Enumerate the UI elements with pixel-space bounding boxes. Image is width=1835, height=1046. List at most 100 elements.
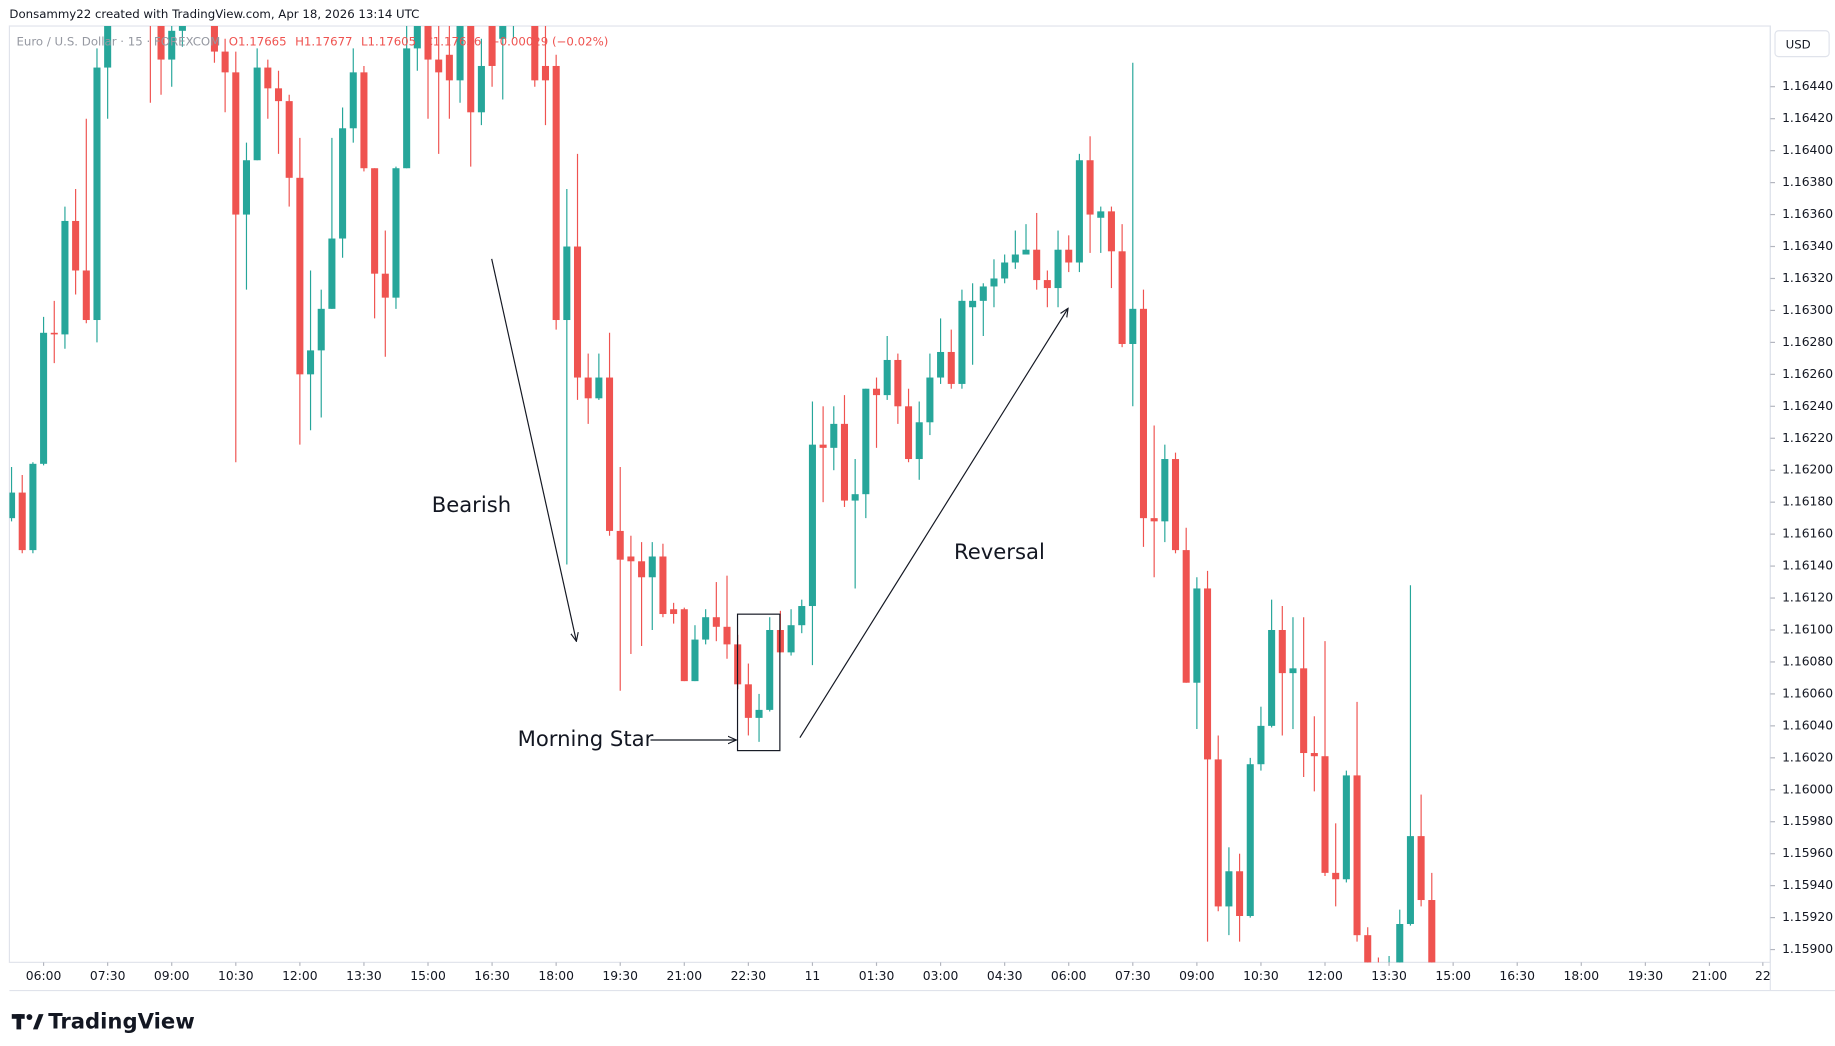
candle-body <box>1225 871 1233 907</box>
y-tick-label: 1.16340 <box>1782 239 1833 253</box>
y-tick-label: 1.15940 <box>1782 878 1833 892</box>
candle-body <box>1332 872 1340 880</box>
y-tick-label: 1.16100 <box>1782 622 1833 636</box>
annotation: Morning Star <box>518 726 654 751</box>
candle-body <box>157 26 165 60</box>
x-tick-label: 09:00 <box>1179 969 1215 983</box>
candle-body <box>937 351 945 378</box>
annotation: Bearish <box>432 492 512 517</box>
y-tick-label: 1.16060 <box>1782 686 1833 700</box>
plot-area <box>8 25 1771 963</box>
candle-body <box>445 54 453 81</box>
y-tick-label: 1.16300 <box>1782 303 1833 317</box>
candle-body <box>403 48 411 169</box>
x-tick-label: 22 <box>1755 969 1771 983</box>
candle-body <box>1161 459 1169 522</box>
candle-body <box>253 67 261 161</box>
candle-body <box>680 609 688 682</box>
candle-body <box>830 423 838 448</box>
candle-body <box>381 273 389 298</box>
y-tick-label: 1.16160 <box>1782 527 1833 541</box>
x-tick-label: 01:30 <box>859 969 895 983</box>
bearish-arrow <box>491 258 577 641</box>
candle-body <box>712 617 720 627</box>
y-tick-label: 1.16180 <box>1782 495 1833 509</box>
y-tick-label: 1.16440 <box>1782 79 1833 93</box>
candle-body <box>584 377 592 399</box>
candle-body <box>413 26 421 49</box>
candle-body <box>1150 518 1158 522</box>
candle-body <box>1022 249 1030 255</box>
candle-body <box>1086 160 1094 215</box>
candle-body <box>1097 211 1105 218</box>
candle-body <box>541 65 549 81</box>
ohlc-value: O1.17665 <box>229 34 287 48</box>
candle-body <box>1364 935 1372 963</box>
y-tick-label: 1.16240 <box>1782 399 1833 413</box>
y-tick-label: 1.16320 <box>1782 271 1833 285</box>
candle-body <box>744 684 752 718</box>
x-tick-label: 13:30 <box>346 969 382 983</box>
currency-box[interactable] <box>1774 30 1830 58</box>
candle-body <box>1075 160 1083 263</box>
candle-body <box>862 388 870 495</box>
y-tick-label: 1.15960 <box>1782 846 1833 860</box>
candle-body <box>627 556 635 562</box>
x-tick-label: 18:00 <box>538 969 574 983</box>
currency[interactable]: USD <box>1786 37 1811 51</box>
candle-body <box>274 88 283 102</box>
candle-body <box>264 67 272 89</box>
candle-body <box>670 609 678 615</box>
candle-body <box>1353 775 1361 936</box>
candle-body <box>29 463 37 551</box>
y-tick-label: 1.16140 <box>1782 559 1833 573</box>
x-tick-label: 21:00 <box>667 969 703 983</box>
x-tick-label: 09:00 <box>154 969 190 983</box>
x-tick-label: 07:30 <box>1115 969 1151 983</box>
y-tick-label: 1.16260 <box>1782 367 1833 381</box>
candle-body <box>477 65 485 113</box>
candle-body <box>552 65 560 321</box>
x-tick-label: 06:00 <box>1051 969 1087 983</box>
candle-body <box>1406 836 1414 924</box>
candle-body <box>851 494 859 501</box>
candle-body <box>648 556 656 578</box>
x-tick-label: 10:30 <box>1243 969 1279 983</box>
x-tick-label: 16:30 <box>1499 969 1535 983</box>
candle-body <box>915 422 923 460</box>
candle-body <box>1375 982 1382 998</box>
ohlc-value: H1.17677 <box>295 34 352 48</box>
candle-body <box>1107 211 1115 252</box>
candle-body <box>723 626 731 645</box>
candle-body <box>1278 629 1286 674</box>
candle-body <box>883 359 891 396</box>
candle-body <box>104 26 112 68</box>
candle-body <box>702 617 710 640</box>
y-tick-label: 1.16020 <box>1782 750 1833 764</box>
candle-body <box>1321 756 1329 873</box>
candle-body <box>232 72 240 215</box>
candles <box>9 26 1436 998</box>
candle-body <box>808 444 816 607</box>
x-tick-label: 16:30 <box>474 969 510 983</box>
x-tick-label: 19:30 <box>602 969 638 983</box>
x-tick-label: 03:00 <box>923 969 959 983</box>
x-tick-label: 15:00 <box>410 969 446 983</box>
candle-body <box>488 26 496 66</box>
x-tick-label: 07:30 <box>90 969 126 983</box>
candle-body <box>1342 775 1350 880</box>
candle-body <box>616 530 624 560</box>
candle-body <box>1428 900 1436 963</box>
x-tick-label: 22:30 <box>731 969 767 983</box>
candle-body <box>1289 668 1297 674</box>
candle-body <box>691 639 699 682</box>
candle-body <box>93 67 101 321</box>
x-tick-label: 21:00 <box>1692 969 1728 983</box>
candle-body <box>894 359 902 407</box>
candle-body <box>360 72 368 169</box>
candle-body <box>1065 249 1073 263</box>
y-tick-label: 1.16280 <box>1782 335 1833 349</box>
y-tick-label: 1.15920 <box>1782 910 1833 924</box>
